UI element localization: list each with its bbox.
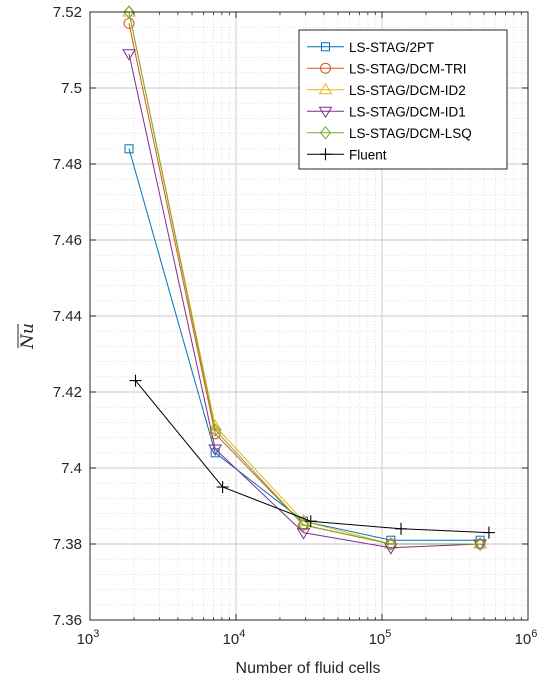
plus-marker: [319, 148, 332, 161]
data-series: [122, 5, 495, 555]
plus-marker: [304, 515, 317, 528]
square-marker: [124, 144, 134, 154]
circle-marker: [320, 62, 331, 74]
triangle-down-marker: [122, 49, 136, 61]
y-tick-label: 7.36: [53, 612, 82, 629]
triangle-down-marker: [318, 106, 333, 119]
plus-marker: [216, 481, 229, 493]
y-tick-label: 7.4: [61, 460, 82, 477]
diamond-marker: [385, 537, 397, 551]
legend-label: LS-STAG/DCM-TRI: [349, 61, 467, 76]
x-tick-label: 106: [515, 628, 538, 648]
y-axis-label: Nu: [18, 323, 38, 350]
diamond-marker: [474, 537, 486, 551]
triangle-down-marker: [208, 444, 223, 456]
legend-item: Fluent: [307, 147, 387, 162]
series-line: [128, 11, 481, 545]
x-tick-label: 104: [223, 628, 246, 648]
x-axis-label: Number of fluid cells: [236, 660, 381, 677]
y-tick-labels: 7.36 7.38 7.4 7.42 7.44 7.46 7.48 7.5 7.52: [53, 4, 82, 629]
y-tick-label: 7.52: [53, 4, 82, 21]
legend-item: LS-STAG/DCM-ID1: [307, 104, 466, 119]
diamond-marker: [123, 5, 135, 19]
y-tick-label: 7.5: [61, 80, 82, 97]
plus-marker: [129, 374, 142, 387]
legend-item: LS-STAG/2PT: [307, 40, 434, 55]
series-line: [128, 53, 481, 549]
legend-label: LS-STAG/2PT: [349, 40, 434, 55]
series-fluent: [129, 374, 495, 539]
triangle-up-marker: [473, 537, 488, 549]
triangle-up-marker: [318, 82, 333, 95]
y-tick-label: 7.38: [53, 536, 82, 553]
y-tick-label: 7.48: [53, 156, 82, 173]
legend-label: LS-STAG/DCM-ID1: [349, 104, 466, 119]
triangle-down-marker: [473, 539, 488, 551]
legend: LS-STAG/2PT LS-STAG/DCM-TRI LS-STAG/DCM-ID…: [298, 29, 508, 170]
legend-item: LS-STAG/DCM-ID2: [307, 83, 466, 98]
square-marker: [321, 42, 330, 52]
legend-box: [298, 29, 508, 170]
legend-item: LS-STAG/DCM-TRI: [307, 61, 467, 76]
legend-label: LS-STAG/DCM-LSQ: [349, 126, 472, 141]
plus-marker: [482, 526, 495, 539]
triangle-up-marker: [122, 5, 136, 17]
axes: [89, 11, 529, 621]
legend-item: LS-STAG/DCM-LSQ: [307, 126, 472, 141]
diamond-marker: [209, 423, 221, 437]
y-tick-label: 7.42: [53, 384, 82, 401]
y-axis-label-group: Nu: [17, 323, 38, 350]
x-tick-label: 103: [77, 628, 100, 648]
legend-label: LS-STAG/DCM-ID2: [349, 83, 466, 98]
x-tick-labels: 103 104 105 106: [77, 628, 538, 648]
x-tick-label: 105: [369, 628, 392, 648]
legend-label: Fluent: [349, 147, 387, 162]
diamond-marker: [297, 518, 310, 532]
triangle-down-marker: [296, 528, 311, 540]
series-ls-stag-dcm-lsq: [123, 5, 486, 551]
y-tick-label: 7.44: [53, 308, 82, 325]
y-tick-label: 7.46: [53, 232, 82, 249]
plus-marker: [395, 522, 408, 535]
diamond-marker: [319, 125, 332, 140]
